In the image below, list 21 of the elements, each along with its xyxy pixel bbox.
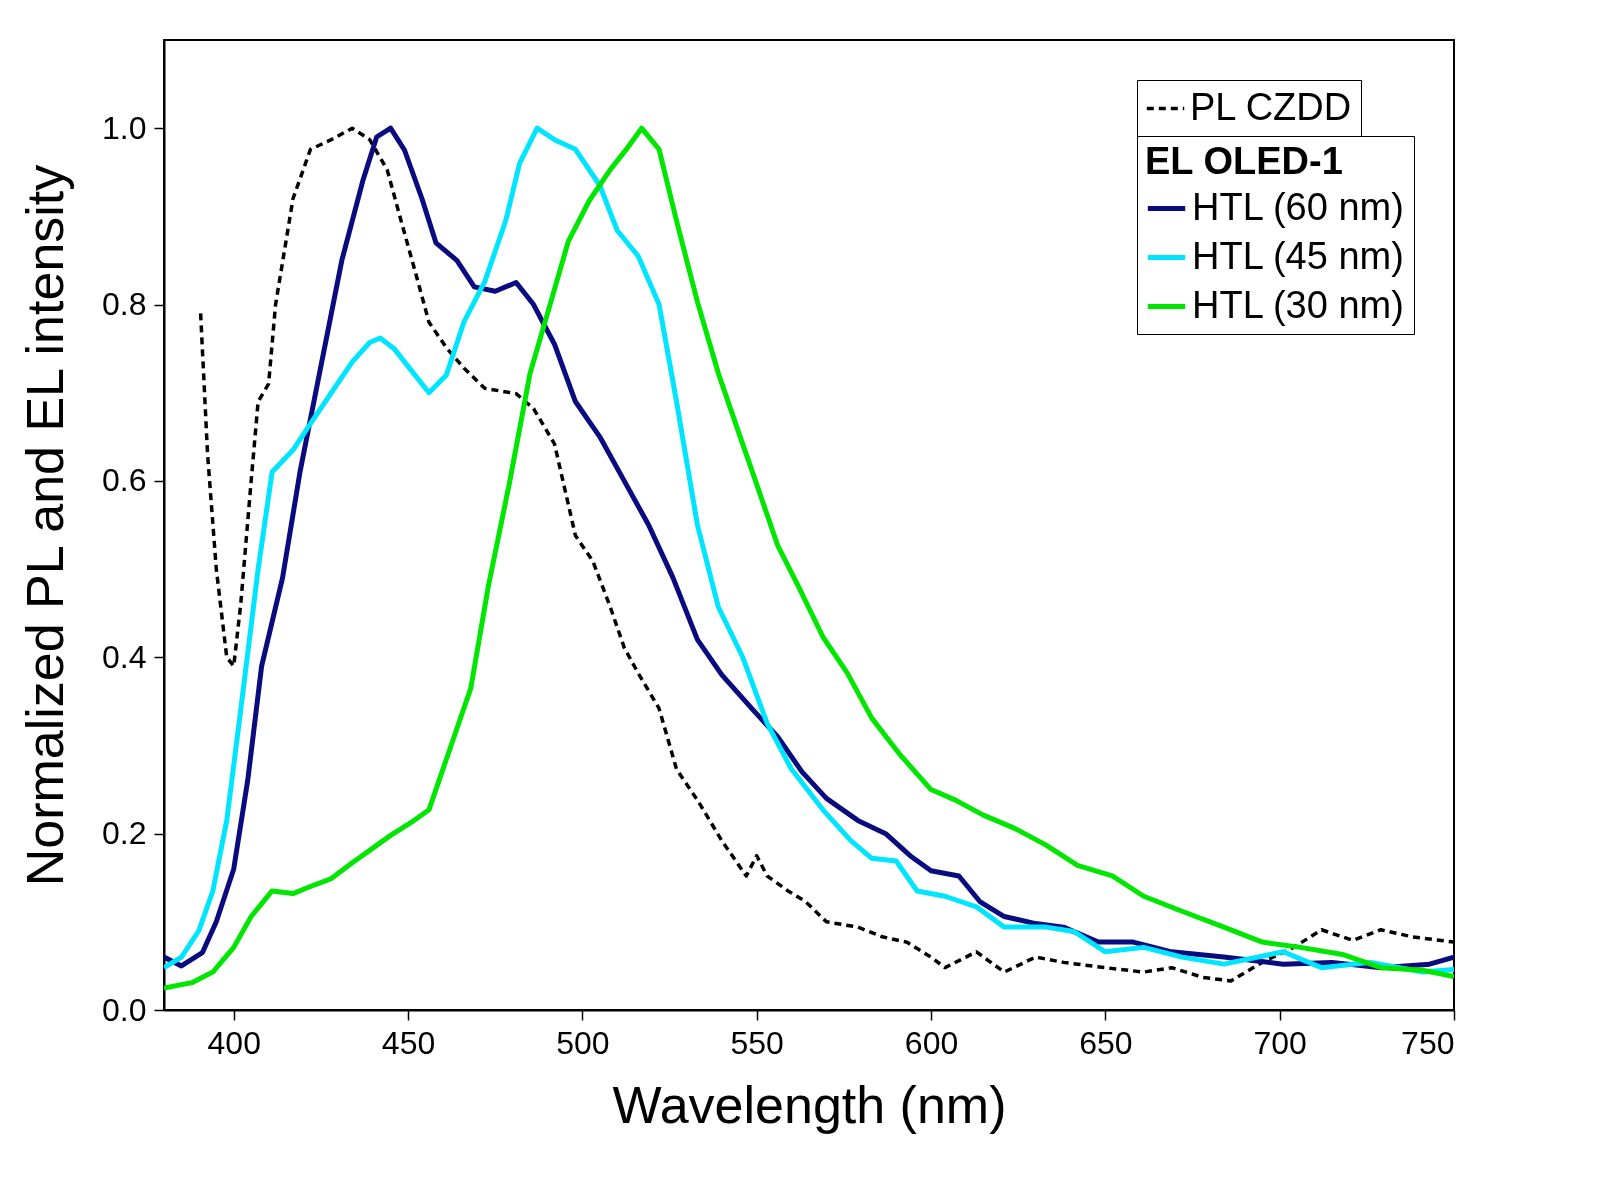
- y-tick-label: 0.8: [102, 286, 147, 323]
- y-tick-label: 0.2: [102, 815, 147, 852]
- legend-label: PL CZDD: [1190, 85, 1352, 128]
- y-tick-label: 0.6: [102, 462, 147, 499]
- x-tick-label: 600: [904, 1024, 959, 1061]
- x-tick-label: 550: [730, 1024, 784, 1061]
- x-axis-title: Wavelength (nm): [612, 1075, 1007, 1134]
- legend-label: HTL (45 nm): [1192, 234, 1404, 277]
- y-tick-label: 0.0: [102, 991, 147, 1028]
- x-tick-label: 400: [207, 1024, 261, 1061]
- x-tick-label: 700: [1253, 1024, 1307, 1061]
- legend-label: HTL (30 nm): [1192, 283, 1404, 326]
- x-tick-label: 650: [1079, 1024, 1133, 1061]
- legend-title: EL OLED-1: [1145, 140, 1343, 182]
- x-tick-label: 750: [1401, 1024, 1455, 1061]
- y-axis-title: Normalized PL and EL intensity: [16, 164, 75, 887]
- x-tick-label: 500: [556, 1024, 610, 1061]
- y-tick-label: 0.4: [102, 638, 147, 675]
- x-tick-label: 450: [381, 1024, 436, 1061]
- legend-label: HTL (60 nm): [1192, 185, 1404, 228]
- y-tick-label: 1.0: [102, 109, 147, 146]
